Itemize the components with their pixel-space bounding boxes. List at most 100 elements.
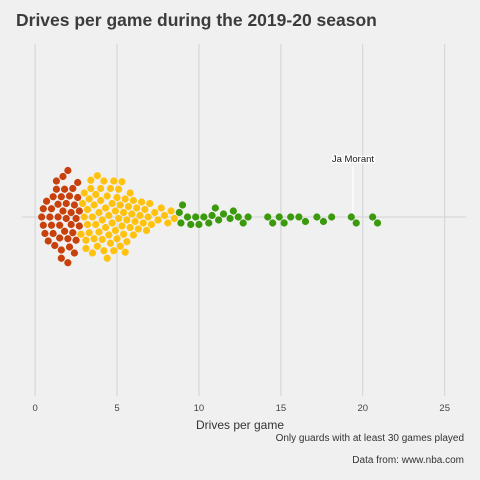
data-point [167,207,175,215]
data-point [101,204,110,212]
data-point [92,220,100,229]
data-point [226,214,234,223]
data-point [54,213,62,221]
data-point [83,205,92,214]
data-point [42,197,51,205]
data-point [80,213,88,221]
data-point [116,242,124,250]
data-point [123,216,131,224]
data-point [57,246,65,254]
x-tick-label: 15 [276,403,287,414]
data-point [64,259,72,267]
data-point [74,193,82,202]
data-point [133,204,141,212]
data-point [154,216,162,224]
data-point [75,222,83,230]
x-tick-label: 10 [194,403,205,414]
x-tick-label: 5 [114,403,119,414]
data-point [129,231,138,239]
data-point [111,207,119,215]
data-point [126,189,134,197]
data-point [61,227,69,235]
data-point [62,214,70,223]
data-point [244,213,252,221]
data-point [59,207,67,215]
data-point [39,221,47,229]
data-point [70,249,79,257]
data-point [115,214,123,223]
data-point [65,243,74,251]
x-tick-label: 20 [357,403,368,414]
data-point [57,254,65,262]
data-point [347,213,355,221]
data-point [95,208,103,217]
data-point [49,229,57,238]
data-point [64,166,72,175]
data-point [192,213,200,221]
data-point [103,254,111,262]
data-point [105,231,113,239]
data-point [115,185,123,193]
data-point [87,184,95,193]
data-point [175,208,183,217]
data-point [69,184,77,193]
data-point [319,217,328,226]
data-point [146,199,154,208]
data-point [111,226,119,235]
data-point [119,230,128,238]
data-point [52,177,61,185]
data-point [93,172,101,180]
data-point [177,219,185,227]
data-point [352,219,360,227]
data-point [47,205,56,213]
data-point [239,219,247,227]
data-point [61,185,69,193]
data-point [98,235,106,244]
data-point [98,216,106,224]
data-point [124,202,133,211]
data-point [83,220,92,229]
x-axis-label: Drives per game [196,418,284,432]
data-point [264,213,272,221]
data-point [118,222,126,230]
data-point [373,219,382,227]
data-point [85,229,93,237]
data-point [57,193,65,201]
data-point [219,210,228,218]
data-point [136,211,144,220]
data-point [187,220,195,229]
data-point [128,210,136,218]
data-point [69,229,77,237]
data-point [56,221,64,229]
data-point [72,236,80,244]
data-point [139,219,147,227]
data-point [106,239,115,247]
data-point [47,221,56,229]
data-point [72,214,80,223]
data-point [64,235,72,243]
data-point [170,214,178,223]
data-point [110,177,118,185]
data-points [38,166,382,267]
data-point [269,219,277,227]
data-point [44,237,52,245]
data-point [88,249,97,257]
data-point [129,196,138,205]
data-point [51,241,59,250]
data-point [52,185,61,193]
data-point [138,198,146,206]
data-point [131,217,139,226]
data-point [141,205,149,214]
annotation-label: Ja Morant [332,154,375,165]
data-point [200,213,208,221]
data-point [93,242,101,250]
data-point [103,192,111,200]
data-point [38,213,46,221]
data-point [95,228,103,236]
data-point [62,199,70,208]
data-point [205,219,213,227]
data-point [119,208,128,217]
data-point [160,211,169,220]
